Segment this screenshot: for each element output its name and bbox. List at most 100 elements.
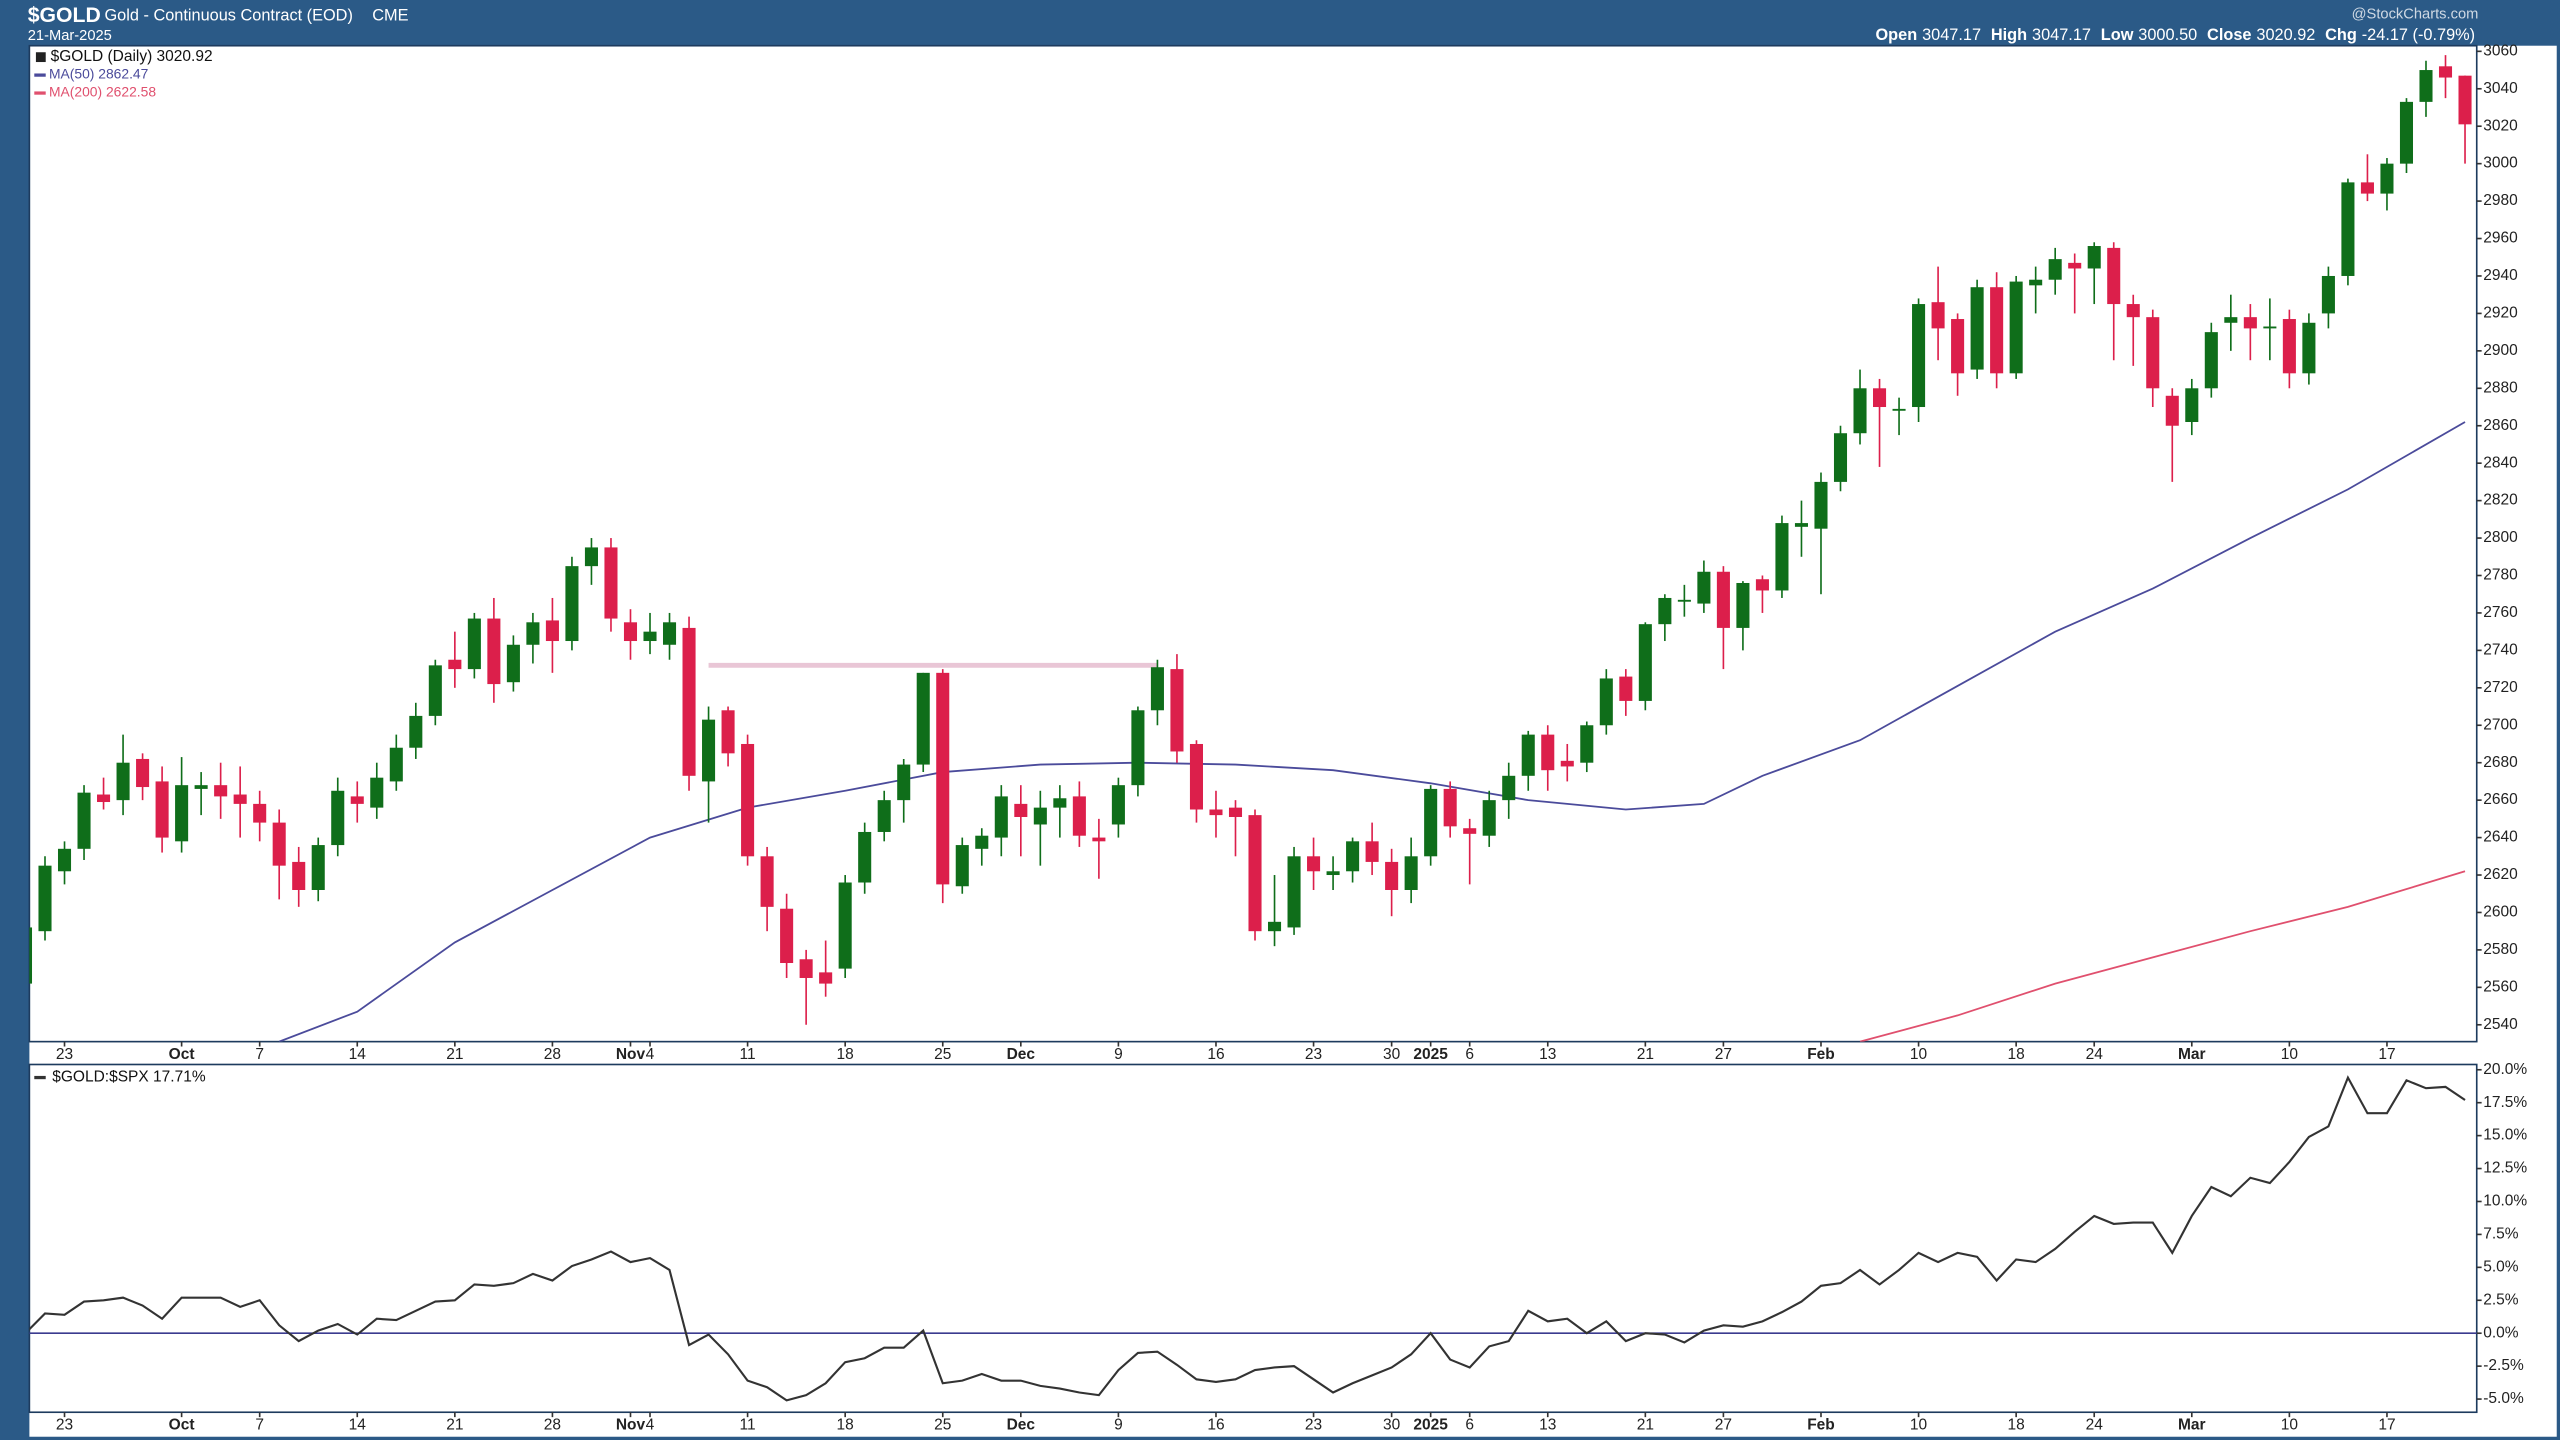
x-tick-label: 24 [2086, 1416, 2104, 1433]
y-tick-label: 2780 [2483, 567, 2518, 584]
x-tick-label: 18 [837, 1416, 854, 1433]
x-tick-label: 18 [2008, 1046, 2025, 1063]
y-tick-label: 2960 [2483, 230, 2518, 247]
candle-body [1443, 788, 1457, 827]
candle-body [370, 777, 384, 808]
chart-area [29, 45, 2557, 1437]
candle-body [2458, 75, 2472, 125]
y-tick-label: 2740 [2483, 641, 2518, 658]
candle-body [721, 710, 735, 754]
candle-body [1814, 481, 1828, 529]
x-tick-label: Dec [1007, 1416, 1036, 1433]
x-tick-label: 4 [646, 1046, 655, 1063]
candle-body [2009, 281, 2023, 374]
candle-body [1755, 579, 1769, 591]
y-tick-label: 17.5% [2483, 1094, 2527, 1111]
candle-body [1873, 388, 1887, 408]
legend-entry: MA(200) 2622.58 [49, 84, 156, 100]
candle-body [1658, 597, 1672, 625]
candle-body [1014, 803, 1028, 817]
watermark: @StockCharts.com [2352, 7, 2479, 23]
x-tick-label: 10 [1910, 1416, 1928, 1433]
candle-body [1931, 302, 1945, 329]
candle-body [975, 835, 989, 849]
exchange: CME [372, 7, 408, 25]
candle-body [467, 618, 481, 670]
x-tick-label: 16 [1207, 1416, 1224, 1433]
y-tick-label: 2980 [2483, 192, 2518, 209]
candle-body [1833, 433, 1848, 482]
x-tick-label: 10 [1910, 1046, 1928, 1063]
candle-body [57, 848, 72, 872]
quote-label: Chg [2325, 26, 2357, 44]
candle-body [1033, 807, 1047, 825]
candle-body [1970, 287, 1984, 370]
x-tick-label: 23 [1305, 1046, 1322, 1063]
x-tick-label: 9 [1114, 1416, 1123, 1433]
x-tick-label: 21 [446, 1416, 463, 1433]
candle-body [2107, 247, 2121, 305]
x-tick-label: Feb [1807, 1416, 1835, 1433]
quote-value: 3047.17 [2032, 26, 2091, 44]
candle-body [838, 882, 852, 969]
x-tick-label: 11 [740, 1416, 756, 1433]
y-tick-label: 2720 [2483, 679, 2518, 696]
x-tick-label: 23 [56, 1416, 73, 1433]
candle-body [643, 631, 657, 642]
candle-body [38, 865, 52, 932]
candle-body [2126, 304, 2140, 318]
candle-body [682, 627, 696, 776]
y-tick-label: 2560 [2483, 978, 2518, 995]
candle-body [1638, 624, 1652, 701]
candle-body [1463, 828, 1477, 834]
x-tick-label: 28 [544, 1046, 561, 1063]
candle-body [1482, 800, 1496, 836]
candle-body [623, 622, 638, 642]
candle-body [2438, 66, 2453, 78]
x-tick-label: 23 [1305, 1416, 1322, 1433]
y-tick-label: 2920 [2483, 305, 2518, 322]
quote-label: High [1991, 26, 2027, 44]
y-tick-label: 2800 [2483, 529, 2518, 546]
y-tick-label: 2940 [2483, 267, 2518, 284]
plot-area [29, 1075, 2477, 1402]
candle-body [2068, 262, 2082, 269]
candle-body [1346, 841, 1360, 872]
candle-body [760, 856, 774, 907]
candle-body [2087, 246, 2101, 269]
x-tick-label: 17 [2378, 1046, 2395, 1063]
legend-entry: MA(50) 2862.47 [49, 66, 149, 82]
y-tick-label: -5.0% [2483, 1390, 2524, 1407]
candle-body [1521, 734, 1535, 776]
x-tick-label: Dec [1007, 1046, 1036, 1063]
candle-body [292, 861, 306, 890]
y-tick-label: 2880 [2483, 379, 2518, 396]
candle-body [448, 659, 462, 670]
x-tick-label: Mar [2178, 1046, 2206, 1063]
x-tick-label: Oct [169, 1416, 195, 1433]
candle-body [1502, 775, 1516, 801]
moving-average-line [1859, 870, 2466, 1042]
y-tick-label: 2600 [2483, 904, 2518, 921]
y-tick-label: 7.5% [2483, 1226, 2519, 1243]
ratio-plot: 20.0% 17.5% 15.0% 12.5% 10.0% 7.5% 5.0% 2.5% 0.0… [29, 1061, 2527, 1433]
y-tick-label: 2700 [2483, 716, 2518, 733]
candle-body [2263, 326, 2277, 329]
instrument-name: Gold - Continuous Contract (EOD) [104, 7, 352, 25]
quote-value: 3000.50 [2138, 26, 2197, 44]
candle-body [116, 762, 130, 801]
x-tick-label: 17 [2378, 1416, 2395, 1433]
candle-body [2302, 322, 2316, 374]
candle-body [1189, 743, 1203, 810]
x-tick-label: 14 [349, 1416, 367, 1433]
candle-body [1248, 815, 1262, 932]
candle-body [2341, 182, 2355, 276]
quote-label: Close [2207, 26, 2251, 44]
x-tick-label: 13 [1539, 1416, 1556, 1433]
x-tick-label: 21 [446, 1046, 463, 1063]
x-tick-label: 10 [2281, 1416, 2299, 1433]
candle-body [1599, 678, 1613, 726]
candle-body [858, 831, 872, 883]
x-tick-label: 6 [1465, 1046, 1474, 1063]
candle-body [1404, 856, 1418, 890]
